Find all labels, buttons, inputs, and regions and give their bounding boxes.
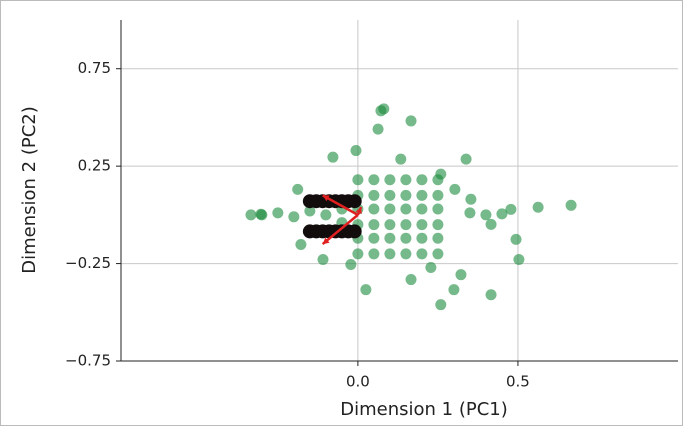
- point: [416, 203, 428, 215]
- x-tick-label: 0.0: [346, 373, 370, 391]
- point: [400, 174, 412, 186]
- point: [384, 232, 396, 244]
- point: [384, 219, 396, 231]
- point: [432, 248, 444, 260]
- arrow-head: [355, 207, 362, 215]
- point: [432, 189, 444, 201]
- point: [320, 209, 332, 221]
- point: [345, 259, 357, 271]
- y-tick-label: 0.75: [78, 59, 111, 77]
- x-axis-label: Dimension 1 (PC1): [340, 399, 508, 420]
- point: [400, 232, 412, 244]
- point: [368, 174, 380, 186]
- point: [384, 248, 396, 260]
- point: [400, 219, 412, 231]
- point: [448, 284, 460, 296]
- arrow-shaft: [321, 213, 359, 246]
- point: [485, 218, 497, 230]
- point: [460, 153, 472, 165]
- y-tick-label: −0.75: [65, 352, 111, 370]
- point: [432, 203, 444, 215]
- point: [352, 174, 364, 186]
- arrow: [322, 194, 359, 216]
- point: [368, 203, 380, 215]
- point: [496, 208, 508, 220]
- arrow: [355, 206, 363, 216]
- point: [347, 224, 362, 239]
- point: [425, 261, 437, 273]
- point: [368, 219, 380, 231]
- arrow-head: [322, 237, 330, 245]
- point: [350, 145, 362, 157]
- point: [288, 211, 300, 223]
- point: [565, 199, 577, 211]
- y-tick-label: 0.25: [78, 157, 111, 175]
- point: [384, 203, 396, 215]
- point: [384, 174, 396, 186]
- point: [464, 207, 476, 219]
- point: [405, 274, 417, 286]
- point: [360, 284, 372, 296]
- point: [416, 248, 428, 260]
- point: [368, 248, 380, 260]
- point: [272, 207, 284, 219]
- point: [352, 248, 364, 260]
- point: [432, 174, 444, 186]
- point: [372, 123, 384, 135]
- point: [465, 193, 477, 205]
- point: [400, 248, 412, 260]
- point: [304, 205, 316, 217]
- point: [256, 209, 268, 221]
- point: [416, 232, 428, 244]
- point: [245, 209, 257, 221]
- point: [405, 115, 417, 127]
- point: [384, 189, 396, 201]
- arrow-shaft: [322, 194, 359, 216]
- point: [400, 189, 412, 201]
- point: [480, 209, 492, 221]
- arrow-head: [322, 195, 330, 202]
- point: [327, 151, 339, 163]
- y-tick-label: −0.25: [65, 254, 111, 272]
- point: [416, 174, 428, 186]
- point: [432, 232, 444, 244]
- point: [368, 232, 380, 244]
- point: [317, 253, 329, 265]
- point: [455, 269, 467, 281]
- point: [532, 201, 544, 213]
- point: [432, 219, 444, 231]
- x-tick-label: 0.5: [506, 373, 530, 391]
- y-axis-label: Dimension 2 (PC2): [19, 106, 40, 274]
- point: [295, 238, 307, 250]
- point: [485, 289, 497, 301]
- point: [416, 219, 428, 231]
- point: [368, 189, 380, 201]
- point: [292, 183, 304, 195]
- point: [400, 203, 412, 215]
- point: [347, 194, 362, 209]
- arrow: [321, 213, 359, 246]
- point: [416, 189, 428, 201]
- point: [435, 299, 447, 311]
- point: [378, 103, 390, 115]
- point: [505, 203, 517, 215]
- point: [395, 153, 407, 165]
- point: [513, 253, 525, 265]
- point: [449, 183, 461, 195]
- point: [510, 233, 522, 245]
